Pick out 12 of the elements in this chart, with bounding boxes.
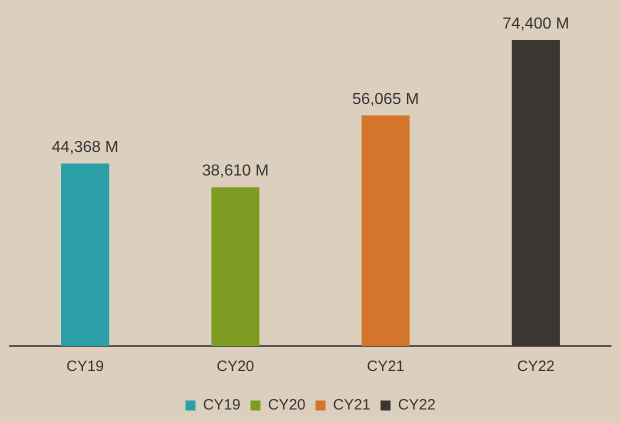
data-label: 38,610 M (202, 162, 269, 180)
data-label: 44,368 M (52, 138, 118, 156)
data-label: 74,400 M (502, 15, 570, 32)
x-tick-label: CY21 (366, 358, 404, 376)
legend-label: CY19 (202, 396, 240, 414)
legend-label: CY22 (398, 396, 436, 414)
legend-label: CY20 (268, 396, 306, 414)
data-label: 56,065 M (352, 90, 419, 108)
x-tick-label: CY19 (66, 358, 104, 376)
legend-label: CY21 (333, 396, 371, 414)
x-tick-label: CY20 (216, 358, 254, 376)
x-tick-label: CY22 (517, 358, 555, 376)
